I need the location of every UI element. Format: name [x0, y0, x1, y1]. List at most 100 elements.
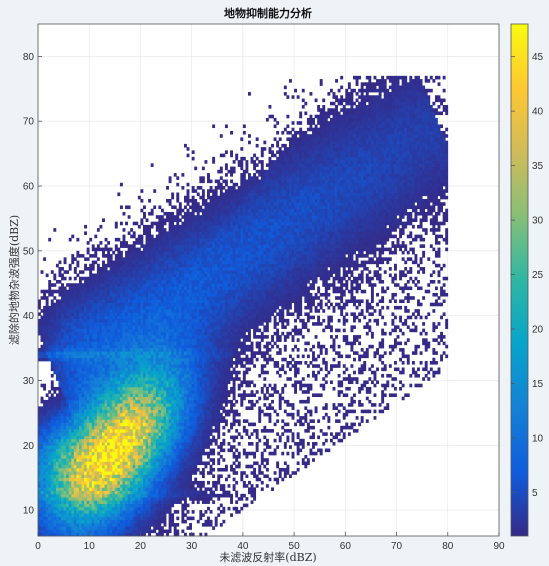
- heatmap-cell: [68, 523, 72, 527]
- heatmap-cell: [168, 500, 172, 504]
- heatmap-cell: [94, 354, 98, 359]
- heatmap-cell: [89, 480, 93, 485]
- heatmap-cell: [102, 445, 105, 449]
- heatmap-cell: [163, 292, 167, 297]
- heatmap-cell: [96, 390, 100, 394]
- heatmap-cell: [132, 244, 136, 248]
- heatmap-cell: [78, 390, 82, 394]
- heatmap-cell: [43, 477, 47, 482]
- heatmap-cell: [104, 451, 108, 456]
- heatmap-cell: [76, 393, 80, 398]
- heatmap-cell: [89, 335, 93, 339]
- heatmap-cell: [122, 390, 126, 394]
- heatmap-cell: [119, 523, 123, 527]
- heatmap-cell: [43, 331, 47, 336]
- heatmap-cell: [140, 480, 144, 485]
- heatmap-cell: [107, 250, 111, 255]
- heatmap-cell: [94, 318, 98, 323]
- heatmap-cell: [58, 393, 62, 398]
- heatmap-cell: [127, 393, 131, 398]
- heatmap-cell: [135, 506, 139, 511]
- heatmap-cell: [137, 380, 141, 385]
- heatmap-cell: [96, 263, 100, 268]
- heatmap-cell: [96, 416, 100, 420]
- heatmap-cell: [53, 364, 57, 368]
- heatmap-cell: [163, 231, 167, 235]
- heatmap-cell: [135, 370, 139, 375]
- heatmap-cell: [63, 296, 67, 300]
- heatmap-cell: [63, 451, 67, 456]
- heatmap-cell: [94, 461, 98, 466]
- heatmap-cell: [117, 341, 121, 346]
- heatmap-cell: [122, 451, 126, 456]
- heatmap-cell: [61, 480, 64, 485]
- heatmap-cell: [127, 377, 131, 381]
- heatmap-cell: [94, 419, 98, 423]
- heatmap-cell: [171, 383, 175, 388]
- heatmap-cell: [53, 228, 57, 232]
- heatmap-cell: [160, 532, 164, 537]
- heatmap-cell: [176, 228, 180, 232]
- heatmap-cell: [173, 244, 177, 248]
- heatmap-cell: [81, 270, 85, 274]
- heatmap-cell: [71, 335, 75, 339]
- heatmap-cell: [183, 500, 187, 504]
- heatmap-cell: [109, 361, 113, 365]
- heatmap-cell: [181, 364, 185, 368]
- heatmap-cell: [145, 435, 149, 440]
- heatmap-cell: [55, 299, 59, 304]
- heatmap-cell: [73, 267, 77, 271]
- heatmap-cell: [173, 280, 177, 284]
- heatmap-cell: [148, 435, 152, 440]
- heatmap-cell: [63, 487, 67, 491]
- heatmap-cell: [158, 403, 162, 407]
- heatmap-cell: [107, 393, 111, 398]
- heatmap-cell: [127, 370, 131, 375]
- heatmap-cell: [145, 335, 149, 339]
- heatmap-cell: [130, 396, 134, 401]
- heatmap-cell: [135, 409, 139, 414]
- heatmap-cell: [114, 435, 118, 440]
- heatmap-cell: [91, 286, 95, 291]
- heatmap-cell: [91, 510, 95, 514]
- heatmap-cell: [158, 348, 162, 352]
- heatmap-cell: [143, 510, 146, 514]
- heatmap-cell: [114, 458, 118, 462]
- heatmap-cell: [58, 292, 62, 297]
- heatmap-cell: [135, 503, 139, 508]
- heatmap-cell: [160, 458, 164, 462]
- heatmap-cell: [117, 354, 121, 359]
- heatmap-cell: [61, 532, 64, 537]
- heatmap-cell: [99, 422, 103, 427]
- heatmap-cell: [40, 477, 44, 482]
- heatmap-cell: [40, 344, 44, 349]
- heatmap-cell: [132, 403, 136, 407]
- heatmap-cell: [81, 432, 85, 436]
- heatmap-cell: [102, 490, 105, 495]
- heatmap-cell: [150, 367, 154, 372]
- heatmap-cell: [155, 425, 159, 430]
- heatmap-cell: [166, 218, 169, 223]
- heatmap-cell: [96, 357, 100, 362]
- heatmap-cell: [127, 519, 131, 524]
- heatmap-cell: [81, 419, 85, 423]
- heatmap-cell: [96, 370, 100, 375]
- heatmap-cell: [148, 335, 152, 339]
- heatmap-cell: [181, 302, 185, 307]
- heatmap-cell: [148, 348, 152, 352]
- heatmap-cell: [112, 331, 116, 336]
- heatmap-cell: [148, 211, 152, 216]
- heatmap-cell: [99, 461, 103, 466]
- heatmap-cell: [145, 344, 149, 349]
- heatmap-cell: [173, 461, 177, 466]
- heatmap-cell: [68, 373, 72, 378]
- heatmap-cell: [84, 474, 88, 479]
- heatmap-cell: [38, 419, 41, 423]
- heatmap-cell: [102, 477, 105, 482]
- heatmap-cell: [102, 331, 105, 336]
- heatmap-cell: [107, 419, 111, 423]
- heatmap-cell: [86, 442, 90, 446]
- heatmap-cell: [140, 357, 144, 362]
- heatmap-cell: [112, 373, 116, 378]
- heatmap-cell: [58, 289, 62, 294]
